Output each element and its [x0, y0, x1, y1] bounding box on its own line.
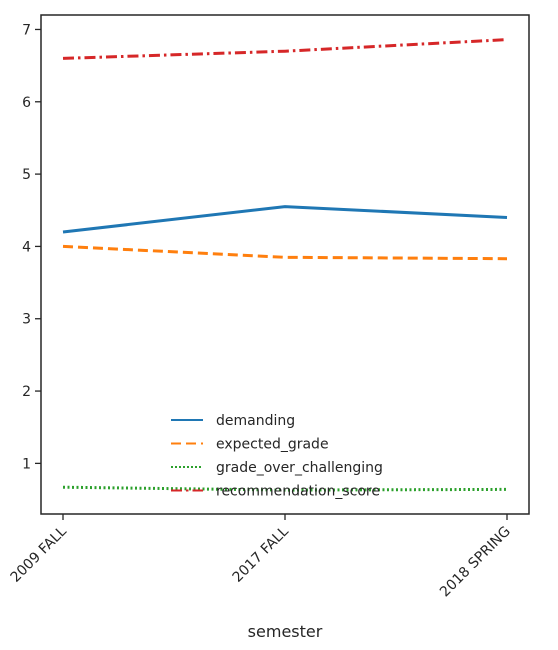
legend-label: demanding — [216, 413, 295, 429]
y-tick-label: 3 — [22, 312, 31, 328]
x-axis: 2009 FALL 2017 FALL 2018 SPRING — [8, 514, 514, 600]
legend: demanding expected_grade grade_over_challe… — [171, 413, 383, 500]
x-axis-title: semester — [248, 622, 323, 641]
legend-label: grade_over_challenging — [216, 460, 383, 476]
y-axis: 1 2 3 4 5 6 7 — [22, 22, 41, 472]
series-line-demanding — [63, 207, 507, 232]
legend-label: recommendation_score — [216, 484, 380, 500]
legend-label: expected_grade — [216, 437, 329, 453]
series-line-recommendation-score — [63, 40, 507, 59]
x-tick-label: 2018 SPRING — [437, 524, 514, 601]
y-tick-label: 5 — [22, 167, 31, 183]
x-tick-label: 2009 FALL — [8, 523, 70, 585]
y-tick-label: 2 — [22, 384, 31, 400]
y-tick-label: 4 — [22, 239, 31, 255]
x-tick-label: 2017 FALL — [230, 523, 292, 585]
y-tick-label: 7 — [22, 22, 31, 38]
series-line-expected-grade — [63, 246, 507, 258]
y-tick-label: 1 — [22, 456, 31, 472]
y-tick-label: 6 — [22, 95, 31, 111]
